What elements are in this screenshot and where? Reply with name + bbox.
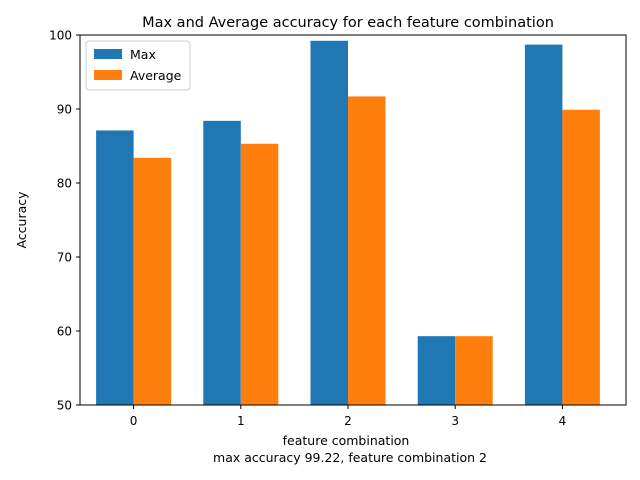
- y-tick-label: 80: [57, 177, 72, 191]
- bar-average-4: [562, 109, 600, 406]
- y-tick-label: 100: [49, 29, 72, 43]
- bar-max-4: [524, 44, 563, 406]
- y-tick-label: 50: [57, 399, 72, 413]
- bar-average-3: [455, 336, 493, 405]
- x-tick-label: 1: [237, 414, 245, 428]
- x-axis: 0 1 2 3 4: [130, 405, 566, 428]
- y-tick-label: 70: [57, 251, 72, 265]
- bar-max-2: [310, 40, 348, 405]
- legend: Max Average: [85, 40, 191, 91]
- bar-max-0: [96, 130, 134, 405]
- x-tick-label: 0: [130, 414, 138, 428]
- x-tick-label: 4: [559, 414, 567, 428]
- y-tick-label: 90: [57, 103, 72, 117]
- y-axis: 50 60 70 80 90 100: [49, 29, 80, 413]
- y-axis-label: Accuracy: [14, 191, 29, 249]
- bar-average-1: [240, 143, 279, 405]
- plot-area: [96, 40, 600, 406]
- x-axis-sublabel: max accuracy 99.22, feature combination …: [213, 450, 487, 465]
- x-axis-label: feature combination: [283, 433, 410, 448]
- legend-swatch-max: [94, 49, 122, 59]
- x-tick-label: 3: [451, 414, 459, 428]
- bar-average-2: [348, 96, 386, 406]
- plot-frame: [79, 34, 627, 406]
- legend-label-max: Max: [130, 47, 156, 62]
- legend-label-average: Average: [130, 68, 182, 83]
- y-tick-label: 60: [57, 325, 72, 339]
- legend-swatch-average: [94, 70, 122, 80]
- bar-average-0: [133, 157, 172, 405]
- bar-max-1: [203, 120, 241, 405]
- chart-title: Max and Average accuracy for each featur…: [142, 15, 554, 31]
- bar-max-3: [417, 336, 456, 405]
- x-tick-label: 2: [344, 414, 352, 428]
